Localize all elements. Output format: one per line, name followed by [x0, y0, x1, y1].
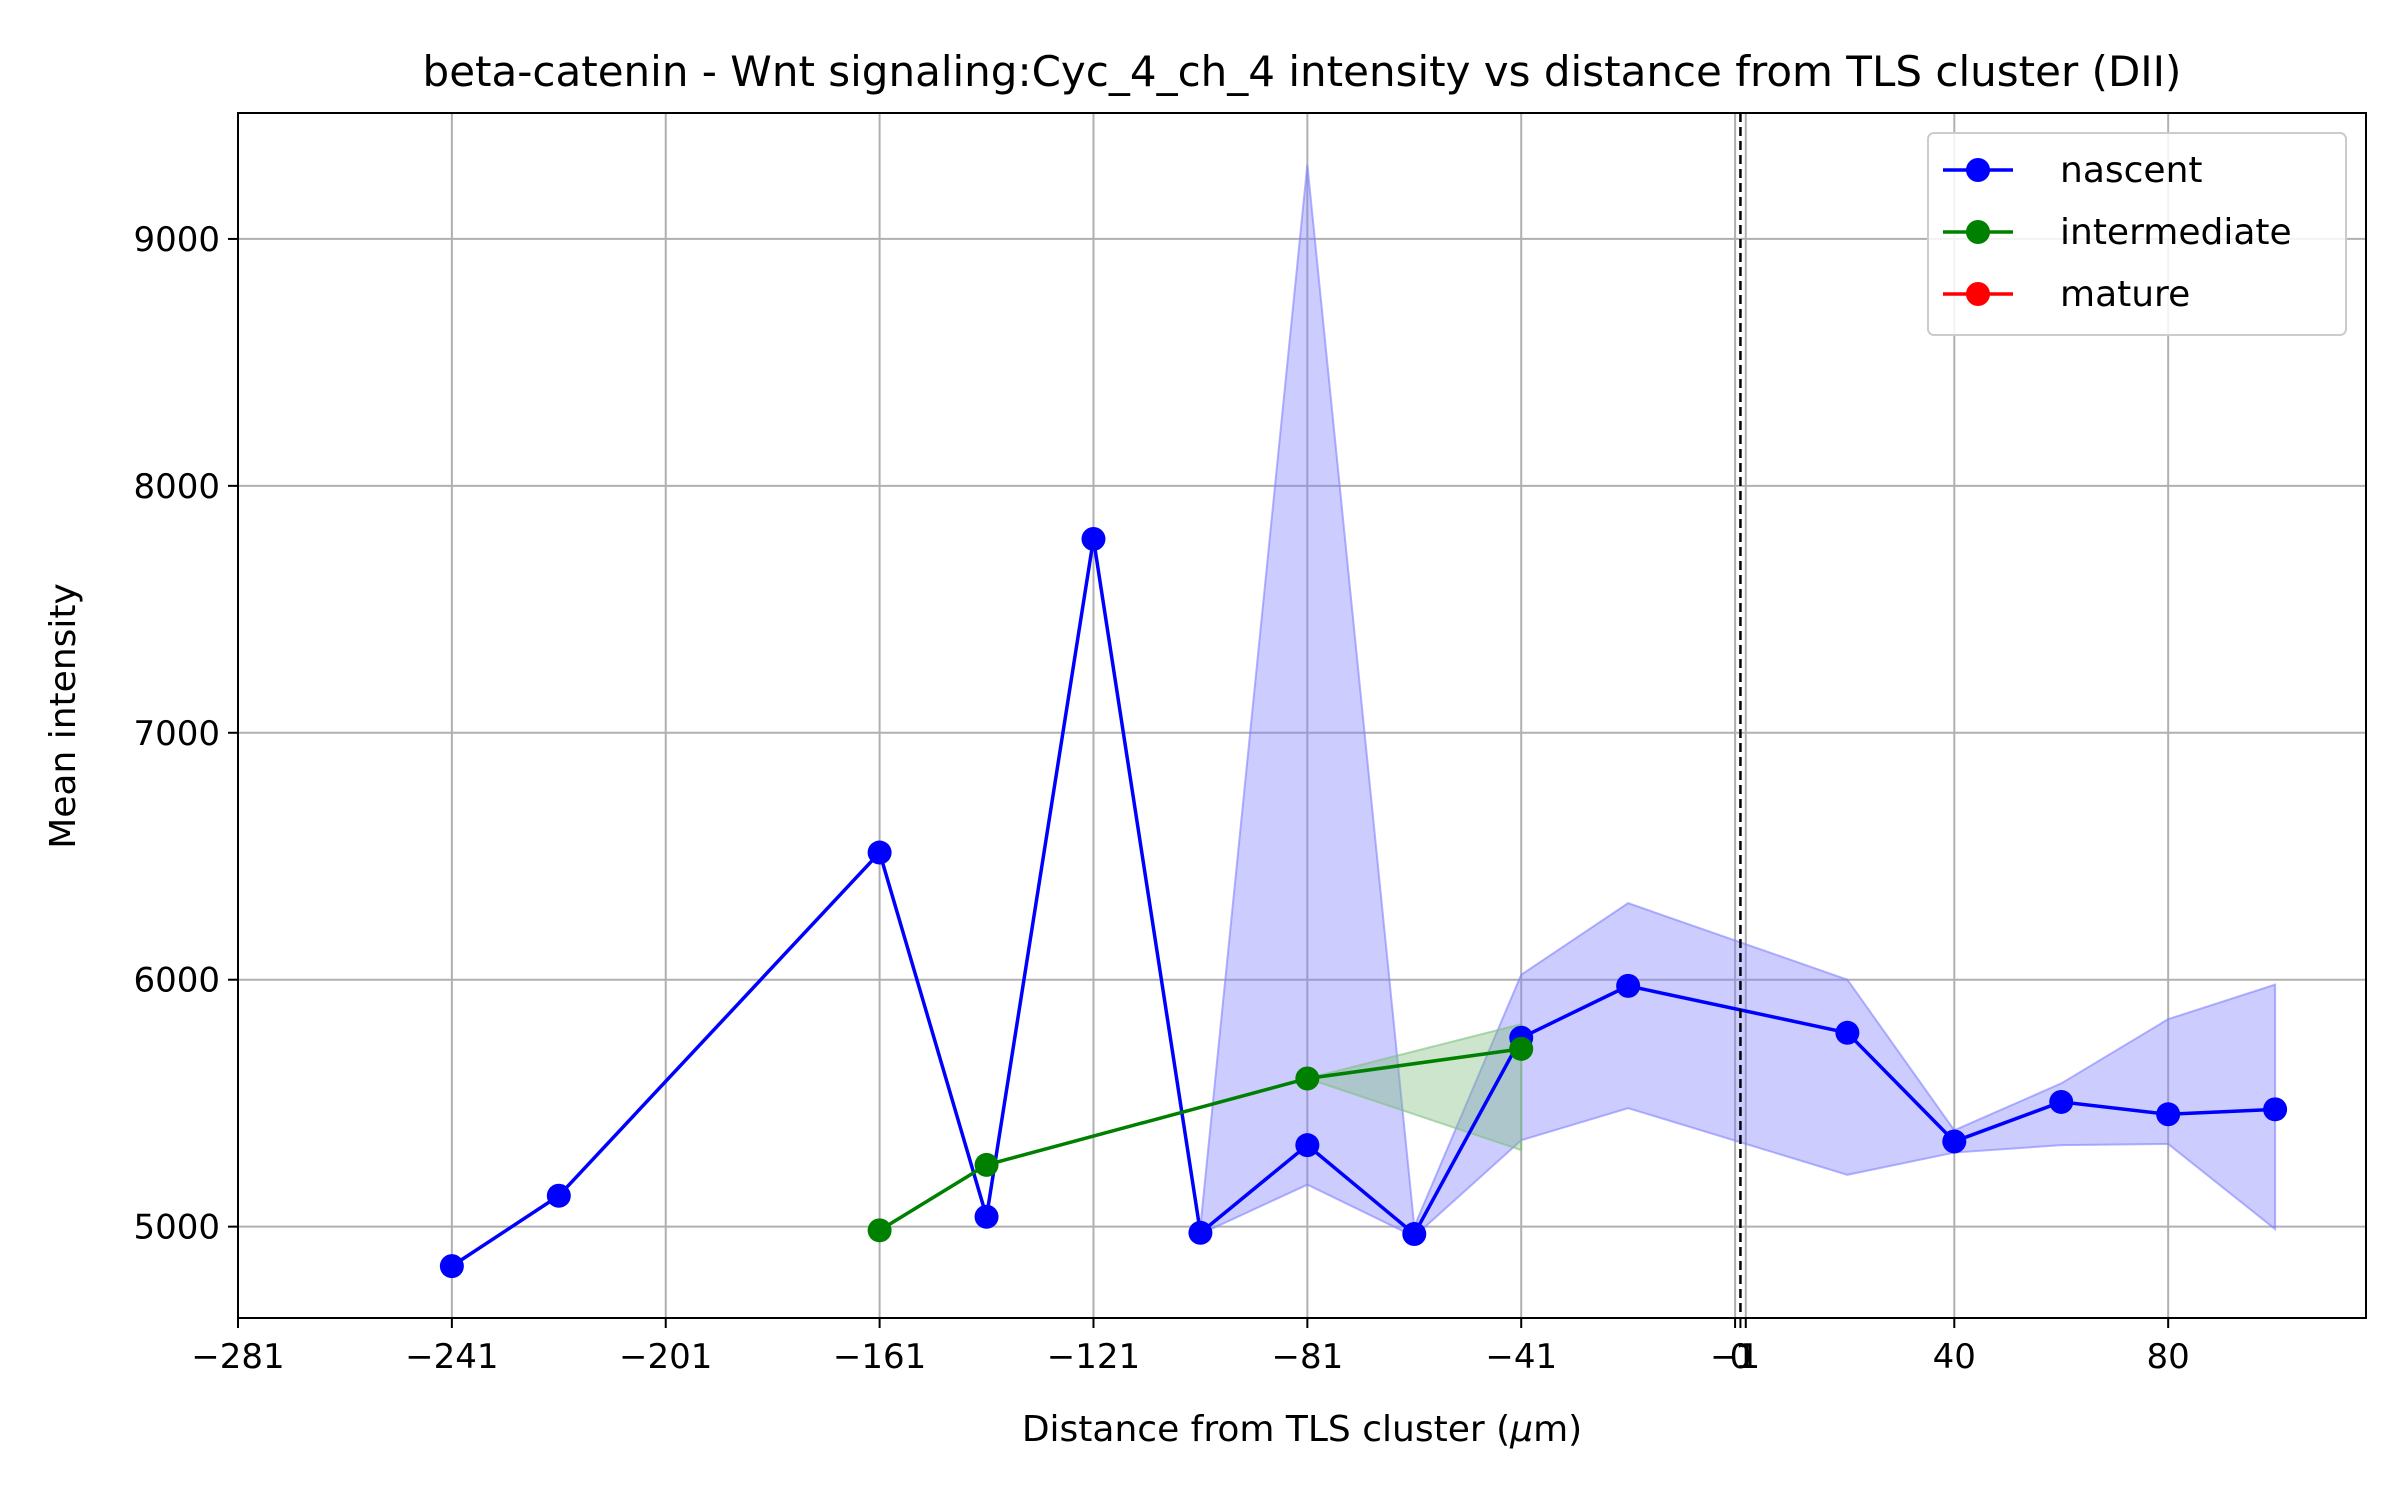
x-tick-label: 0 [1730, 1337, 1752, 1377]
intermediate-legend-label: intermediate [2060, 212, 2292, 253]
x-tick-label: 40 [1933, 1337, 1976, 1377]
legend-box [1927, 132, 2347, 336]
x-tick-label: −161 [833, 1337, 926, 1377]
intermediate-point [1295, 1066, 1320, 1091]
x-axis-label-unit: m) [1533, 1409, 1582, 1450]
x-tick-label: −281 [191, 1337, 284, 1377]
y-tick-label: 9000 [133, 220, 220, 260]
nascent-point [2263, 1097, 2288, 1122]
intermediate-line [878, 1047, 1522, 1232]
nascent-point [1616, 973, 1641, 998]
intermediate-point [974, 1152, 999, 1177]
series-markers [439, 526, 2288, 1279]
y-tick-label: 8000 [133, 467, 220, 507]
intermediate-legend-marker [1966, 220, 1990, 244]
nascent-band [1199, 164, 2277, 1238]
x-tick-label: 80 [2147, 1337, 2190, 1377]
x-axis-label: Distance from TLS cluster (μm) [1022, 1409, 1582, 1450]
mature-legend-marker [1966, 282, 1990, 306]
nascent-legend-marker [1966, 158, 1990, 182]
nascent-point [1081, 526, 1106, 551]
nascent-point [1402, 1222, 1427, 1247]
plot-frame [237, 112, 2367, 1319]
nascent-point [1295, 1133, 1320, 1158]
chart-title: beta-catenin - Wnt signaling:Cyc_4_ch_4 … [423, 47, 2182, 96]
y-axis-ticks: 5000 6000 7000 8000 9000 [133, 220, 238, 1248]
nascent-point [1942, 1129, 1967, 1154]
y-tick-label: 5000 [133, 1208, 220, 1248]
y-tick-label: 7000 [133, 714, 220, 754]
legend: nascent intermediate mature [1927, 132, 2347, 336]
nascent-point [1188, 1220, 1213, 1245]
y-axis-label: Mean intensity [43, 583, 84, 849]
x-tick-label: −1 [1710, 1337, 1760, 1377]
x-tick-label: −121 [1047, 1337, 1140, 1377]
intermediate-point [1509, 1036, 1534, 1061]
x-axis-ticks: −281 −241 −201 −161 −121 −81 −41 −101 40 80 [191, 1318, 2190, 1377]
legend-items: nascent intermediate mature [1943, 150, 2292, 315]
nascent-point [867, 840, 892, 865]
nascent-point [1835, 1020, 1860, 1045]
nascent-point [2049, 1089, 2074, 1114]
x-tick-label: −201 [619, 1337, 712, 1377]
nascent-point [2156, 1102, 2181, 1127]
nascent-point [439, 1254, 464, 1279]
x-tick-label: 1 [1735, 1337, 1757, 1377]
y-tick-label: 6000 [133, 961, 220, 1001]
x-tick-label: −81 [1271, 1337, 1343, 1377]
intermediate-point [867, 1218, 892, 1243]
x-axis-label-main: Distance from TLS cluster ( [1022, 1409, 1510, 1450]
nascent-point [546, 1183, 571, 1208]
nascent-legend-label: nascent [2060, 150, 2203, 191]
x-axis-label-mu: μ [1509, 1409, 1533, 1450]
nascent-point [974, 1204, 999, 1229]
mature-legend-label: mature [2060, 274, 2190, 315]
x-tick-label: −41 [1485, 1337, 1557, 1377]
x-tick-label: −241 [405, 1337, 498, 1377]
